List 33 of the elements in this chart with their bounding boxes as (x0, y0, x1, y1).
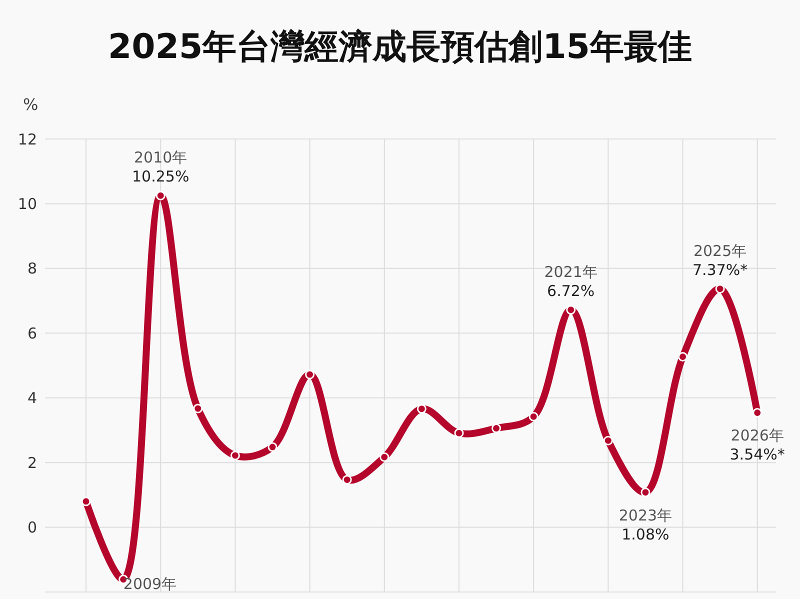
point (678, 352, 688, 362)
annotation: 2023年 1.08% (618, 506, 672, 544)
point (416, 404, 426, 414)
point (752, 408, 762, 418)
y-axis-title: % (23, 95, 38, 114)
point (528, 412, 538, 422)
annotation: 2026年 3.54%* (730, 426, 786, 464)
annotation: 2021年 6.72% (544, 262, 598, 300)
point (715, 284, 725, 294)
y-tick-label: 6 (27, 324, 37, 342)
y-tick-label: 12 (18, 130, 37, 148)
point (640, 488, 650, 498)
point (342, 474, 352, 484)
y-tick-label: 8 (27, 260, 37, 278)
y-tick-label: 4 (27, 389, 37, 408)
point (566, 305, 576, 315)
annotation: 2009年 (123, 575, 177, 593)
annotation: 2025年 7.37%* (692, 242, 748, 279)
annotation: 2010年 10.25% (132, 148, 190, 186)
y-tick-label: 2 (27, 454, 37, 472)
point (380, 452, 390, 462)
point (454, 428, 464, 438)
y-tick-label: 10 (18, 194, 37, 213)
point (305, 370, 315, 380)
chart-title: 2025年台灣經濟成長預估創15年最佳 (108, 27, 692, 67)
point (268, 442, 278, 452)
point (230, 450, 240, 460)
y-tick-label: 0 (27, 518, 37, 537)
point (81, 496, 91, 506)
point (492, 424, 502, 434)
point (156, 190, 166, 200)
point (603, 436, 613, 446)
point (193, 404, 203, 414)
